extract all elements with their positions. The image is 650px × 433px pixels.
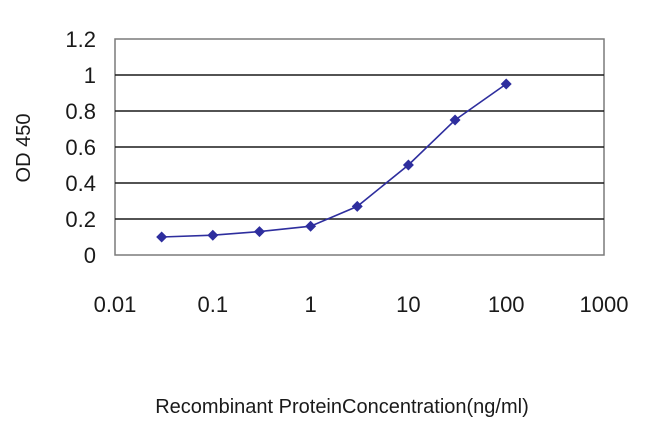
y-tick-label: 0.6 [65,135,96,160]
y-tick-label: 0.4 [65,171,96,196]
series [156,78,512,243]
data-point-marker [253,226,265,238]
x-tick-label: 1 [304,292,316,317]
y-tick-labels: 0 0.2 0.4 0.6 0.8 1 1.2 [65,27,96,268]
data-point-marker [207,229,219,241]
x-tick-label: 0.1 [198,292,229,317]
x-tick-labels: 0.01 0.1 1 10 100 1000 [94,292,629,317]
data-point-marker [449,114,461,126]
data-point-marker [402,159,414,171]
y-tick-label: 0 [84,243,96,268]
series-line [161,83,507,238]
data-point-marker [500,78,512,90]
data-point-marker [305,220,317,232]
x-axis-label: Recombinant ProteinConcentration(ng/ml) [155,396,529,418]
x-tick-label: 10 [396,292,420,317]
y-tick-label: 1 [84,63,96,88]
gridlines [115,74,604,220]
y-axis-label: OD 450 [13,114,35,183]
y-tick-label: 0.8 [65,99,96,124]
data-point-marker [156,231,168,243]
x-tick-label: 0.01 [94,292,137,317]
data-point-marker [351,200,363,212]
x-tick-label: 1000 [580,292,629,317]
y-tick-label: 1.2 [65,27,96,52]
x-tick-label: 100 [488,292,525,317]
y-tick-label: 0.2 [65,207,96,232]
